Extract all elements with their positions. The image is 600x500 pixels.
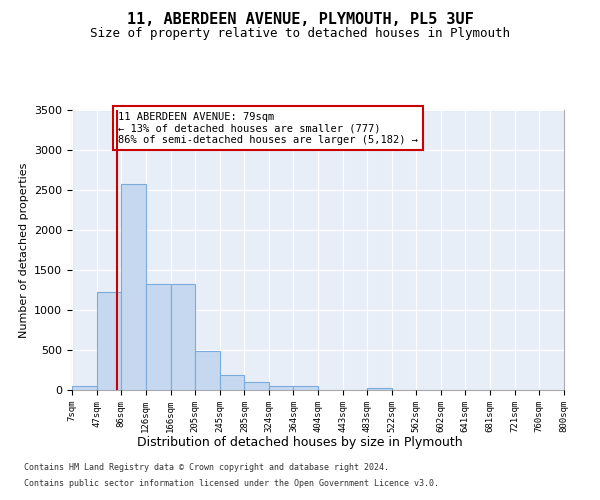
Bar	[244, 382, 269, 390]
Bar	[72, 386, 97, 390]
Text: 11, ABERDEEN AVENUE, PLYMOUTH, PL5 3UF: 11, ABERDEEN AVENUE, PLYMOUTH, PL5 3UF	[127, 12, 473, 28]
Text: Distribution of detached houses by size in Plymouth: Distribution of detached houses by size …	[137, 436, 463, 449]
Bar	[146, 284, 170, 390]
Text: Contains public sector information licensed under the Open Government Licence v3: Contains public sector information licen…	[24, 478, 439, 488]
Bar	[293, 386, 319, 390]
Text: Size of property relative to detached houses in Plymouth: Size of property relative to detached ho…	[90, 28, 510, 40]
Bar	[170, 284, 195, 390]
Text: Contains HM Land Registry data © Crown copyright and database right 2024.: Contains HM Land Registry data © Crown c…	[24, 464, 389, 472]
Bar	[269, 386, 293, 390]
Y-axis label: Number of detached properties: Number of detached properties	[19, 162, 29, 338]
Bar	[121, 184, 146, 390]
Bar	[97, 292, 121, 390]
Bar	[195, 351, 220, 390]
Bar	[220, 375, 244, 390]
Text: 11 ABERDEEN AVENUE: 79sqm
← 13% of detached houses are smaller (777)
86% of semi: 11 ABERDEEN AVENUE: 79sqm ← 13% of detac…	[118, 112, 418, 145]
Bar	[367, 388, 392, 390]
